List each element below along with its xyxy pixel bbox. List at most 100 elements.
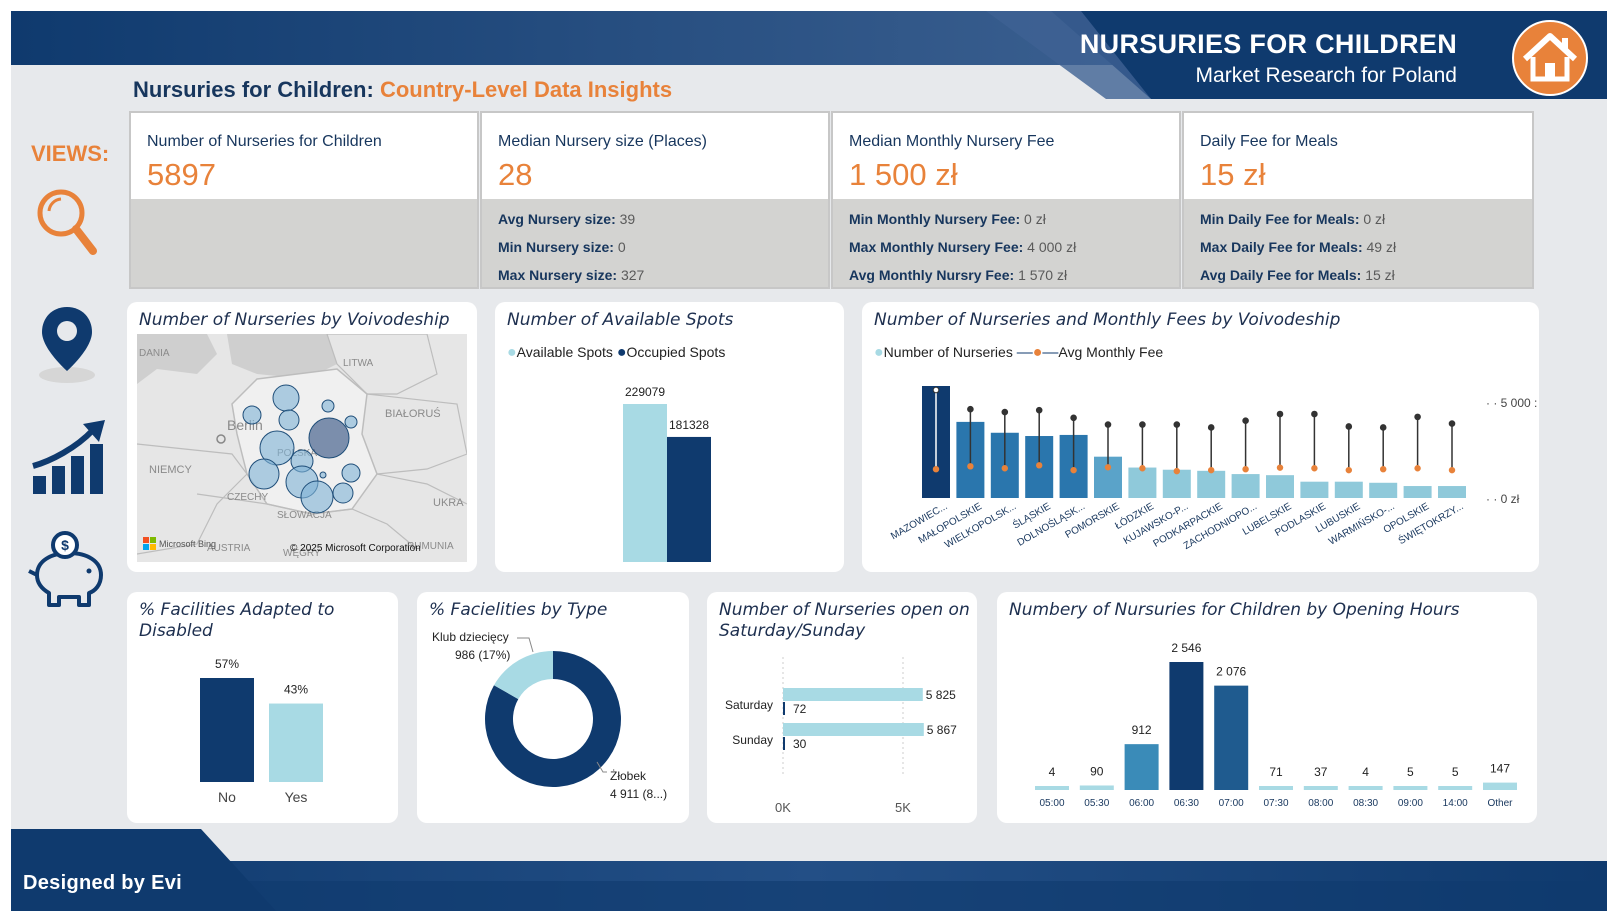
fee-max-point <box>1139 421 1146 428</box>
hours-value-label: 2 076 <box>1216 665 1246 679</box>
fees-bar[interactable] <box>1128 467 1157 498</box>
fees-bar[interactable] <box>1162 469 1191 498</box>
map-bubble[interactable] <box>278 409 300 431</box>
kpi-card-nurseries: Number of Nurseries for Children 5897 <box>129 111 479 289</box>
disabled-chart[interactable]: 57% No 43% Yes <box>127 647 398 823</box>
growth-chart-icon[interactable] <box>31 416 111 496</box>
kpi-value: 15 zł <box>1200 157 1266 192</box>
kpi-detail-label: Avg Nursery size: <box>498 211 616 227</box>
kpi-detail-row: Avg Monthly Nursry Fee: 1 570 zł <box>849 261 1163 289</box>
legend-nurseries: Number of Nurseries <box>883 344 1013 360</box>
hours-bar[interactable] <box>1169 662 1204 790</box>
piggy-bank-icon[interactable]: $ <box>25 531 111 611</box>
hours-category-label: 08:00 <box>1308 798 1333 809</box>
spots-legend: ●Available Spots ●Occupied Spots <box>507 344 725 362</box>
spots-bar[interactable] <box>667 436 711 562</box>
map-bubble[interactable] <box>272 384 300 412</box>
hours-category-label: 06:30 <box>1174 798 1199 809</box>
fees-bar[interactable] <box>1403 486 1432 498</box>
hours-value-label: 2 546 <box>1171 641 1201 655</box>
fee-avg-point <box>932 466 940 473</box>
kpi-detail-value: 1 570 zł <box>1018 267 1068 283</box>
hours-bar[interactable] <box>1079 785 1114 790</box>
disabled-bar[interactable] <box>200 678 254 782</box>
map-bubble[interactable] <box>242 405 262 425</box>
hours-category-label: 14:00 <box>1443 798 1468 809</box>
fees-bar[interactable] <box>1300 481 1329 498</box>
map-bubble[interactable] <box>341 463 361 483</box>
map-attribution: © 2025 Microsoft Corporation <box>290 543 421 554</box>
magnifier-icon[interactable] <box>31 181 101 261</box>
dashboard-frame: NURSURIES FOR CHILDREN Market Research f… <box>11 11 1607 911</box>
weekend-closed-label: 5 867 <box>927 723 957 737</box>
weekend-closed-bar[interactable] <box>783 688 923 701</box>
map-bubble[interactable] <box>248 458 280 490</box>
kpi-detail-row: Max Monthly Nursery Fee: 4 000 zł <box>849 233 1163 261</box>
map-pin-icon[interactable] <box>31 301 101 385</box>
hours-bar[interactable] <box>1035 786 1069 790</box>
weekend-closed-label: 5 825 <box>926 688 956 702</box>
fee-max-point <box>932 386 940 394</box>
fees-bar[interactable] <box>1369 482 1398 498</box>
weekend-nurseries-card: Number of Nurseries open on Saturday/Sun… <box>707 592 977 823</box>
hours-bar[interactable] <box>1483 782 1517 790</box>
spots-bar[interactable] <box>623 404 667 562</box>
map-bubble[interactable] <box>308 417 350 459</box>
hours-category-label: 05:30 <box>1084 798 1109 809</box>
hours-chart[interactable]: 4 05:00 90 05:30 912 06:00 2 546 06:30 2 076 07:0… <box>997 622 1537 823</box>
footer-credit: Designed by Evi <box>23 872 182 894</box>
fee-avg-point <box>1414 465 1421 472</box>
fees-chart[interactable]: · · 5 000 :· · 0 złMAZOWIEC...MAŁOPOLSKI… <box>862 372 1539 572</box>
fee-avg-point <box>1345 466 1352 474</box>
spots-value-label: 181328 <box>669 418 709 432</box>
donut-slice[interactable] <box>485 651 621 787</box>
fees-bar[interactable] <box>1231 474 1260 498</box>
hours-bar[interactable] <box>1393 786 1428 790</box>
fees-by-voivodeship-card: Number of Nurseries and Monthly Fees by … <box>862 302 1539 572</box>
map-bubble[interactable] <box>344 415 358 429</box>
map-bubble[interactable] <box>259 430 295 466</box>
map-bubble[interactable] <box>332 482 354 504</box>
spots-chart[interactable]: 229079 181328 <box>495 372 844 572</box>
map-bubble[interactable] <box>300 480 334 514</box>
fee-avg-point <box>1242 466 1249 473</box>
donut-slice[interactable] <box>493 651 553 700</box>
hours-bar[interactable] <box>1303 786 1338 790</box>
map-label: DANIA <box>139 348 170 359</box>
hours-bar[interactable] <box>1124 744 1159 790</box>
legend-avg-fee: Avg Monthly Fee <box>1058 344 1164 360</box>
kpi-detail-label: Avg Monthly Nursry Fee: <box>849 267 1015 283</box>
fees-bar[interactable] <box>1334 481 1363 498</box>
type-card-title: % Facielities by Type <box>429 600 608 620</box>
weekend-open-bar[interactable] <box>783 702 785 715</box>
fee-max-point <box>1448 420 1456 427</box>
weekend-chart[interactable]: 5 825 72 Saturday 5 867 30 Sunday 0K 5K <box>707 647 977 823</box>
type-donut-chart[interactable]: Klub dziecięcy 986 (17%) Żłobek 4 911 (8...… <box>417 622 689 823</box>
house-icon <box>1512 20 1588 96</box>
legend-dot-icon: ● <box>874 344 884 361</box>
weekend-open-bar[interactable] <box>783 737 785 750</box>
fee-max-point <box>1173 421 1181 428</box>
voivodeship-map[interactable]: DANIA LITWA Berlin BIAŁORUŚ NIEMCY POLSK… <box>137 334 467 562</box>
kpi-label: Number of Nurseries for Children <box>147 133 382 150</box>
kpi-details <box>131 199 477 287</box>
hours-bar[interactable] <box>1348 786 1383 790</box>
hours-bar[interactable] <box>1214 685 1249 790</box>
fees-bar[interactable] <box>1197 470 1226 498</box>
map-bubble[interactable] <box>321 399 335 413</box>
fees-bar[interactable] <box>1266 475 1294 498</box>
dashboard-subtitle: Market Research for Poland <box>1195 64 1457 87</box>
hours-bar[interactable] <box>1438 786 1473 790</box>
hours-bar[interactable] <box>1259 786 1293 790</box>
map-label: NIEMCY <box>149 464 192 476</box>
kpi-detail-label: Min Monthly Nursery Fee: <box>849 211 1021 227</box>
kpi-detail-row: Min Daily Fee for Meals: 0 zł <box>1200 205 1516 233</box>
hours-value-label: 5 <box>1407 765 1414 779</box>
donut-leader-line <box>596 761 607 773</box>
map-bubble[interactable] <box>319 471 327 479</box>
weekend-closed-bar[interactable] <box>783 723 924 736</box>
legend-occupied: Occupied Spots <box>626 344 726 360</box>
fees-bar[interactable] <box>1438 486 1466 498</box>
kpi-detail-label: Min Daily Fee for Meals: <box>1200 211 1360 227</box>
disabled-bar[interactable] <box>269 703 323 782</box>
